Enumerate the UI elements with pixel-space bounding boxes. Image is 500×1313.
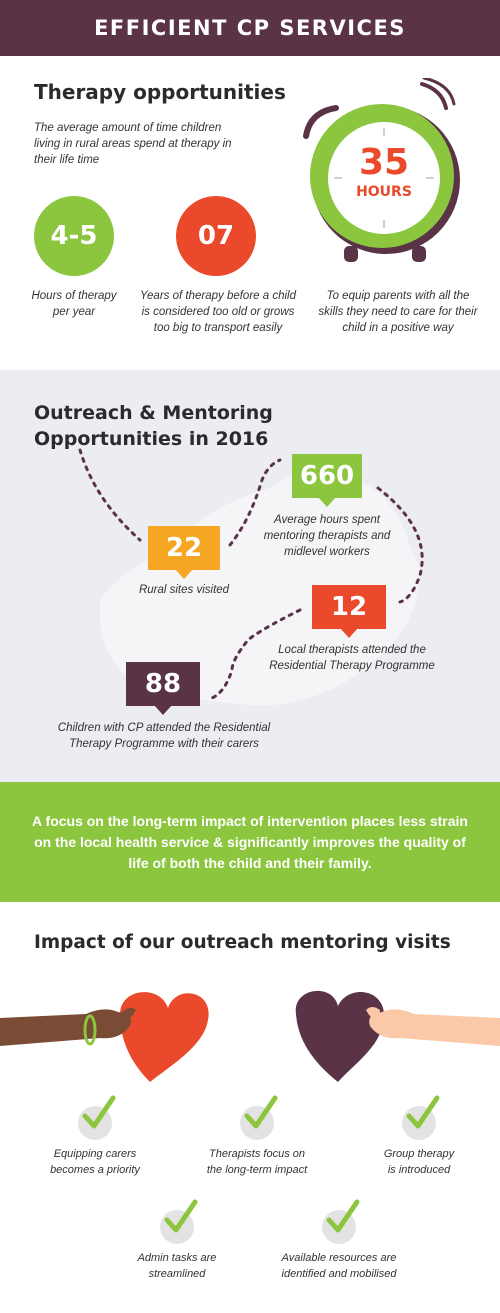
check-icon [78,1095,116,1140]
check-icon [160,1199,198,1244]
therapy-section: Therapy opportunities The average amount… [0,58,500,370]
therapy-title: Therapy opportunities [34,80,286,104]
years-of-therapy-value: 07 [197,221,235,251]
children-cp-caption: Children with CP attended the Residentia… [57,722,271,750]
impact-item-therapists-line2: the long-term impact [206,1164,308,1176]
impact-item-carers-line1: Equipping carers [53,1148,137,1160]
children-cp-value: 88 [144,669,182,699]
clock-unit: HOURS [356,184,412,200]
impact-item-therapists-line1: Therapists focus on [209,1148,305,1160]
impact-banner: A focus on the long-term impact of inter… [0,782,500,902]
years-of-therapy-circle: 07 [176,196,256,276]
impact-item-group-therapy: Group therapy is introduced [344,1146,494,1178]
rural-sites-caption: Rural sites visited [138,584,230,596]
therapy-intro: The average amount of time children livi… [34,122,232,166]
outreach-section: Outreach & Mentoring Opportunities in 20… [0,370,500,782]
years-of-therapy-caption: Years of therapy before a child is consi… [140,290,296,334]
clock-value: 35 [358,142,410,183]
hand-with-red-heart-icon [0,992,209,1082]
impact-item-resources-line1: Available resources are [281,1252,397,1264]
impact-item-resources-line2: identified and mobilised [281,1268,397,1280]
impact-banner-text: A focus on the long-term impact of inter… [32,812,468,871]
hours-per-year-value: 4-5 [50,221,98,251]
impact-item-group-therapy-line2: is introduced [387,1164,451,1176]
check-icon [402,1095,440,1140]
check-icon [322,1199,360,1244]
clock-caption: To equip parents with all the skills the… [318,290,478,334]
local-therapists-value: 12 [330,592,368,622]
impact-item-admin: Admin tasks are streamlined [102,1250,252,1282]
header-title: EFFICIENT CP SERVICES [94,16,406,40]
outreach-title-line2: Opportunities in 2016 [34,428,269,450]
page-header: EFFICIENT CP SERVICES [0,0,500,56]
south-africa-map-icon [78,448,424,706]
mentoring-hours-caption: Average hours spent mentoring therapists… [263,514,391,558]
impact-title: Impact of our outreach mentoring visits [34,932,451,953]
impact-item-carers: Equipping carers becomes a priority [20,1146,170,1178]
hours-per-year-circle: 4-5 [34,196,114,276]
impact-section: Impact of our outreach mentoring visits … [0,902,500,1313]
impact-item-carers-line2: becomes a priority [50,1164,140,1176]
mentoring-hours-callout: 660 [292,454,362,507]
local-therapists-caption: Local therapists attended the Residentia… [269,644,435,672]
hours-per-year-caption: Hours of therapy per year [31,290,117,318]
impact-item-group-therapy-line1: Group therapy [383,1148,455,1160]
impact-item-therapists: Therapists focus on the long-term impact [182,1146,332,1178]
rural-sites-value: 22 [165,533,203,563]
outreach-title-line1: Outreach & Mentoring [34,402,273,424]
outreach-title: Outreach & Mentoring Opportunities in 20… [34,400,273,452]
local-therapists-callout: 12 [312,585,386,638]
impact-item-admin-line2: streamlined [148,1268,206,1280]
hand-with-plum-heart-icon [295,990,500,1082]
children-cp-callout: 88 [126,662,200,715]
impact-item-admin-line1: Admin tasks are [137,1252,217,1264]
mentoring-hours-value: 660 [299,461,355,491]
impact-item-resources: Available resources are identified and m… [264,1250,414,1282]
rural-sites-callout: 22 [148,526,220,579]
check-icon [240,1095,278,1140]
alarm-clock-icon: 35 HOURS [296,76,476,268]
